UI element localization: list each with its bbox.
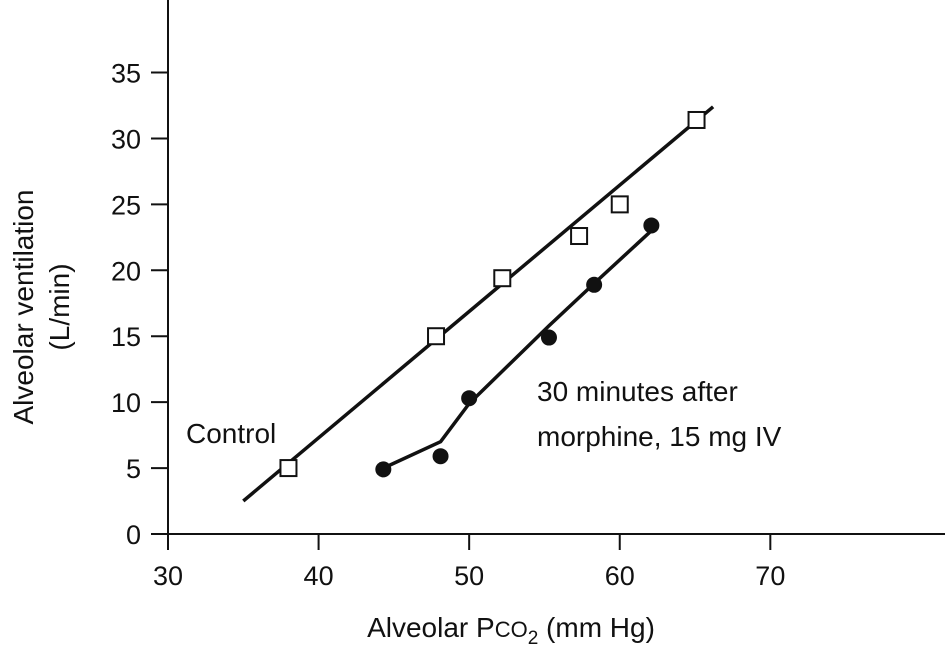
annotation-morphine-line2: morphine, 15 mg IV	[537, 421, 782, 452]
morphine-point	[586, 276, 603, 293]
data-markers	[279, 110, 706, 478]
y-tick-label: 20	[111, 256, 141, 286]
y-tick-label: 35	[111, 59, 141, 89]
y-axis-title: Alveolar ventilation (L/min)	[8, 189, 75, 424]
x-ticks: 30 40 50 60 70	[153, 534, 785, 591]
x-axis-title: Alveolar PCO2 (mm Hg)	[367, 612, 655, 649]
morphine-point	[461, 390, 478, 407]
fit-lines	[242, 105, 715, 503]
x-tick-label: 70	[755, 561, 785, 591]
control-point	[570, 227, 589, 246]
y-tick-label: 5	[126, 454, 141, 484]
morphine-point	[540, 329, 557, 346]
y-tick-label: 30	[111, 124, 141, 154]
control-fit-line	[242, 105, 715, 503]
control-point	[427, 327, 446, 346]
x-tick-label: 50	[454, 561, 484, 591]
y-tick-label: 15	[111, 322, 141, 352]
control-point	[610, 195, 629, 214]
morphine-fit-line	[382, 229, 653, 470]
annotation-morphine-line1: 30 minutes after	[537, 376, 738, 407]
y-ticks: 0 5 10 15 20 25 30 35	[111, 59, 168, 550]
x-tick-label: 40	[304, 561, 334, 591]
axes	[167, 0, 945, 535]
morphine-point	[432, 448, 449, 465]
x-tick-label: 30	[153, 561, 183, 591]
control-point	[687, 110, 706, 129]
control-point	[279, 459, 298, 478]
y-tick-label: 10	[111, 388, 141, 418]
morphine-point	[643, 217, 660, 234]
annotation-control: Control	[186, 418, 276, 449]
y-axis-title-line1: Alveolar ventilation	[8, 189, 39, 424]
y-axis-title-line2: (L/min)	[44, 263, 75, 350]
morphine-point	[375, 461, 392, 478]
x-tick-label: 60	[605, 561, 635, 591]
y-tick-label: 0	[126, 520, 141, 550]
y-tick-label: 25	[111, 190, 141, 220]
control-point	[493, 269, 512, 288]
